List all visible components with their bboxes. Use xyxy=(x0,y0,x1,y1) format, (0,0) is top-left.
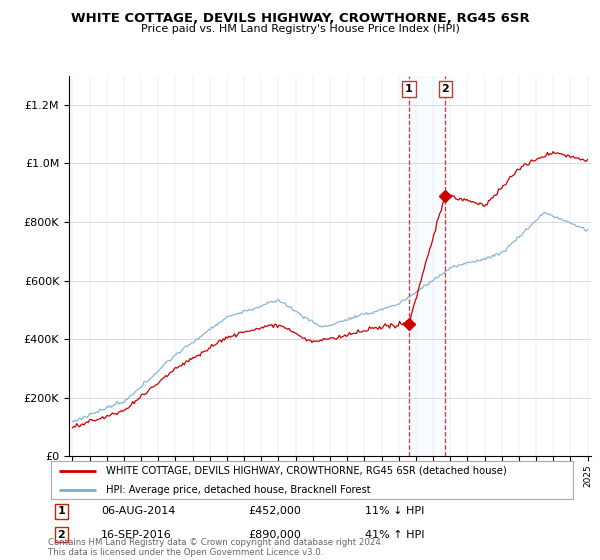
Text: 1: 1 xyxy=(405,84,413,94)
Text: WHITE COTTAGE, DEVILS HIGHWAY, CROWTHORNE, RG45 6SR: WHITE COTTAGE, DEVILS HIGHWAY, CROWTHORN… xyxy=(71,12,529,25)
Text: 41% ↑ HPI: 41% ↑ HPI xyxy=(365,530,424,540)
Text: 11% ↓ HPI: 11% ↓ HPI xyxy=(365,506,424,516)
Text: £890,000: £890,000 xyxy=(248,530,302,540)
Text: 1: 1 xyxy=(58,506,65,516)
Text: 16-SEP-2016: 16-SEP-2016 xyxy=(101,530,172,540)
Text: £452,000: £452,000 xyxy=(248,506,302,516)
Text: 2: 2 xyxy=(58,530,65,540)
Text: Price paid vs. HM Land Registry's House Price Index (HPI): Price paid vs. HM Land Registry's House … xyxy=(140,24,460,34)
FancyBboxPatch shape xyxy=(50,461,574,499)
Text: Contains HM Land Registry data © Crown copyright and database right 2024.
This d: Contains HM Land Registry data © Crown c… xyxy=(48,538,383,557)
Text: 2: 2 xyxy=(442,84,449,94)
Text: HPI: Average price, detached house, Bracknell Forest: HPI: Average price, detached house, Brac… xyxy=(106,485,371,495)
Bar xyxy=(409,76,445,456)
Text: WHITE COTTAGE, DEVILS HIGHWAY, CROWTHORNE, RG45 6SR (detached house): WHITE COTTAGE, DEVILS HIGHWAY, CROWTHORN… xyxy=(106,465,507,475)
Text: 06-AUG-2014: 06-AUG-2014 xyxy=(101,506,175,516)
